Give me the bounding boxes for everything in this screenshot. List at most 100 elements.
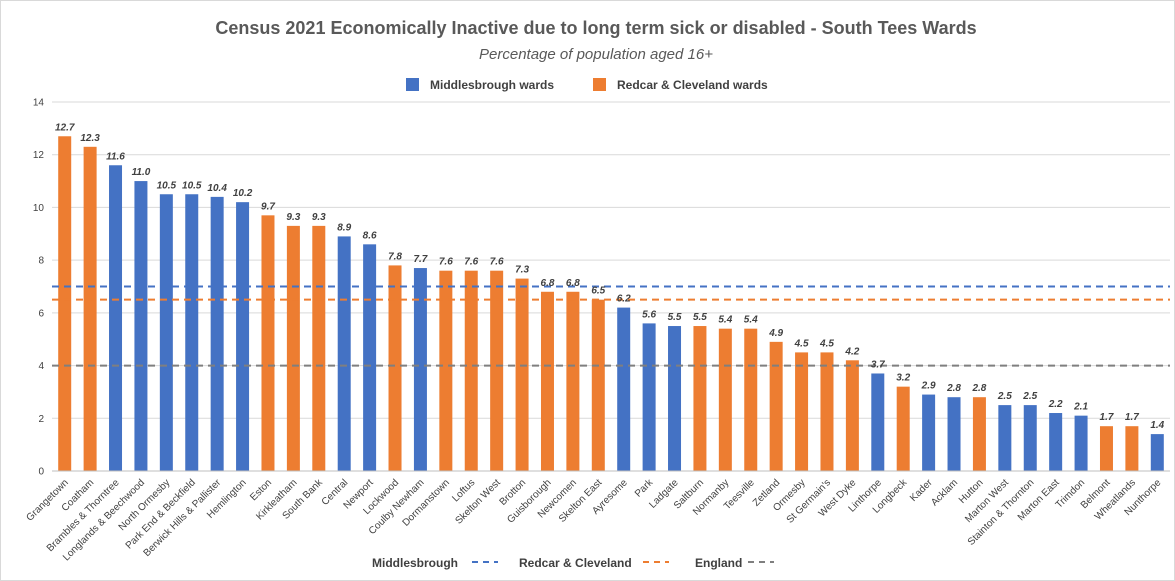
bar (210, 196, 224, 471)
bar (540, 291, 554, 471)
bar (159, 194, 173, 471)
data-label: 6.2 (617, 294, 631, 305)
data-label: 10.4 (207, 183, 227, 194)
data-label: 7.6 (490, 257, 504, 268)
data-label: 9.3 (312, 212, 326, 223)
y-tick-label: 10 (33, 203, 45, 214)
data-label: 5.4 (718, 315, 732, 326)
bar (591, 299, 605, 471)
y-tick-label: 6 (38, 308, 44, 319)
legend-label: England (695, 556, 742, 570)
bar (134, 181, 148, 472)
data-label: 1.7 (1100, 412, 1114, 423)
bar (972, 397, 986, 471)
data-label: 5.6 (642, 309, 656, 320)
data-label: 2.8 (946, 383, 961, 394)
bar (642, 323, 656, 471)
data-label: 8.9 (337, 222, 351, 233)
bar (1023, 405, 1037, 471)
data-label: 10.5 (157, 180, 177, 191)
bar (795, 352, 809, 471)
chart-subtitle: Percentage of population aged 16+ (479, 46, 713, 63)
bar (185, 194, 199, 471)
data-label: 9.7 (261, 201, 275, 212)
data-label: 4.5 (819, 338, 834, 349)
data-label: 1.7 (1125, 412, 1139, 423)
data-label: 5.5 (693, 312, 707, 323)
data-label: 4.9 (768, 328, 783, 339)
data-label: 1.4 (1150, 420, 1164, 431)
data-label: 8.6 (363, 230, 377, 241)
data-label: 12.3 (80, 133, 100, 144)
bar (769, 341, 783, 471)
bar (413, 268, 427, 471)
data-label: 2.2 (1048, 399, 1063, 410)
legend-swatch (406, 78, 419, 91)
data-label: 11.6 (106, 151, 125, 162)
data-label: 2.5 (997, 391, 1012, 402)
bar (236, 202, 250, 471)
y-tick-label: 12 (33, 150, 45, 161)
bar (439, 270, 453, 471)
bar (1099, 426, 1113, 471)
legend-swatch (593, 78, 606, 91)
data-label: 7.6 (464, 257, 478, 268)
data-label: 6.8 (541, 278, 555, 289)
data-label: 6.5 (591, 286, 605, 297)
data-label: 3.7 (871, 359, 885, 370)
data-label: 2.1 (1073, 402, 1088, 413)
bar (845, 360, 859, 471)
data-label: 3.2 (896, 373, 910, 384)
bar (286, 225, 300, 471)
bar (1150, 434, 1164, 471)
bar (58, 136, 72, 471)
bar (566, 291, 580, 471)
data-label: 11.0 (132, 167, 151, 178)
data-label: 9.3 (286, 212, 300, 223)
chart-title: Census 2021 Economically Inactive due to… (215, 18, 976, 38)
y-tick-label: 2 (38, 414, 44, 425)
bar (617, 307, 631, 471)
bar (693, 326, 707, 471)
data-label: 4.5 (794, 338, 809, 349)
bar (998, 405, 1012, 471)
data-label: 7.6 (439, 257, 453, 268)
bar (388, 265, 402, 471)
data-label: 10.2 (233, 188, 253, 199)
data-label: 4.2 (844, 346, 859, 357)
legend-top: Middlesbrough wards Redcar & Cleveland wa… (406, 78, 768, 92)
legend-label: Redcar & Cleveland (519, 556, 632, 570)
bar (109, 165, 123, 471)
bar (896, 386, 910, 471)
bar (947, 397, 961, 471)
data-label: 6.8 (566, 278, 580, 289)
bar (922, 394, 936, 471)
y-tick-label: 4 (38, 361, 44, 372)
y-tick-label: 0 (38, 467, 44, 478)
data-label: 5.5 (668, 312, 682, 323)
legend-label: Middlesbrough wards (430, 78, 554, 92)
legend-bottom: Middlesbrough Redcar & Cleveland England (372, 556, 774, 570)
bar (744, 328, 758, 471)
bar (312, 225, 326, 471)
legend-label: Redcar & Cleveland wards (617, 78, 768, 92)
data-label: 12.7 (55, 122, 75, 133)
bar (1074, 415, 1088, 471)
bar (820, 352, 834, 471)
data-labels: 12.7 12.3 11.6 11.0 10.5 10.5 10.4 10.2 9.7 9.3 9.… (55, 122, 1165, 431)
bar (871, 373, 885, 471)
data-label: 7.8 (388, 251, 402, 262)
bar (363, 244, 377, 471)
bar (490, 270, 504, 471)
data-label: 2.8 (971, 383, 986, 394)
data-label: 10.5 (182, 180, 202, 191)
bar (515, 278, 529, 471)
data-label: 7.7 (413, 254, 427, 265)
legend-label: Middlesbrough (372, 556, 458, 570)
bar (83, 146, 97, 472)
y-tick-label: 8 (38, 256, 44, 267)
bar (718, 328, 732, 471)
bar (1049, 413, 1063, 471)
bar (1125, 426, 1139, 471)
data-label: 2.9 (921, 381, 936, 392)
